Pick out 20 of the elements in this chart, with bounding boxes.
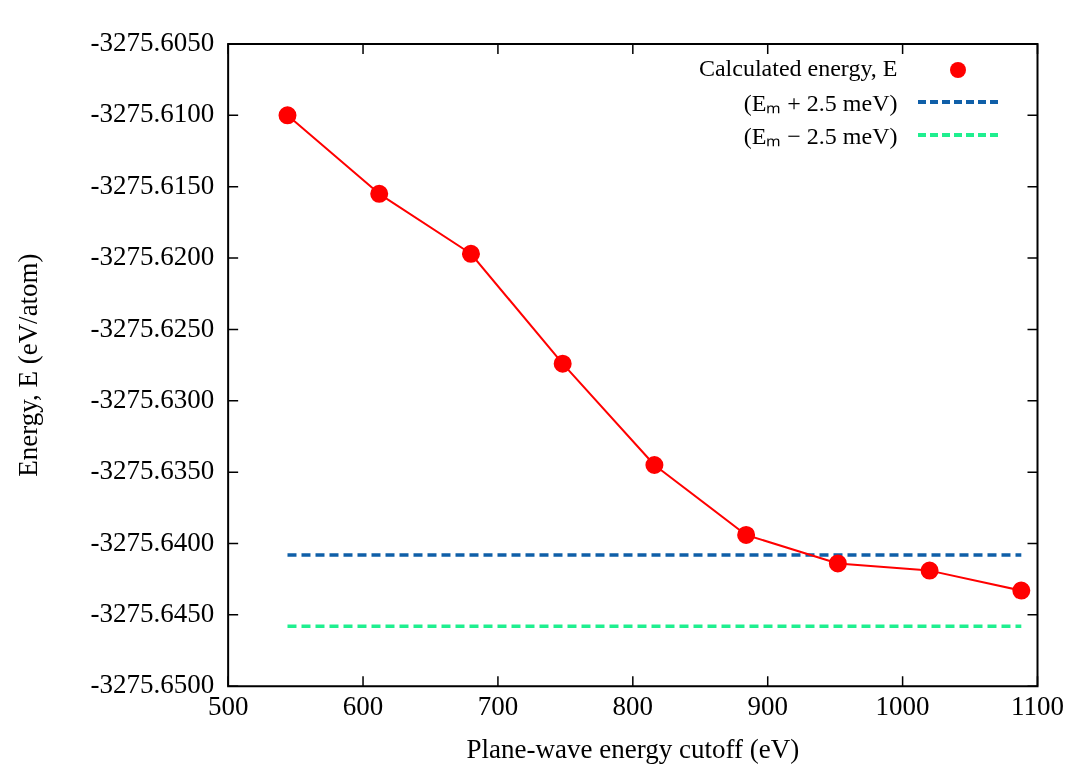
legend-label: (Eₘ + 2.5 meV) xyxy=(743,89,898,118)
x-tick-label: 800 xyxy=(612,691,654,722)
legend-label: Calculated energy, E xyxy=(698,55,898,82)
x-tick-label: 1100 xyxy=(1011,691,1064,722)
x-tick-label: 900 xyxy=(747,691,788,722)
y-tick-label: -3275.6450 xyxy=(90,597,215,628)
y-tick-label: -3275.6100 xyxy=(90,98,215,129)
y-axis-title: Energy, E (eV/atom) xyxy=(13,253,44,477)
x-tick-label: 700 xyxy=(477,691,519,722)
y-tick-label: -3275.6250 xyxy=(90,312,215,343)
x-tick-label: 600 xyxy=(342,691,384,722)
y-tick-label: -3275.6350 xyxy=(90,455,215,486)
y-tick-label: -3275.6200 xyxy=(90,241,215,272)
legend-label: (Eₘ − 2.5 meV) xyxy=(743,122,898,151)
y-tick-label: -3275.6050 xyxy=(90,27,215,58)
x-axis-title: Plane-wave energy cutoff (eV) xyxy=(466,733,800,764)
y-tick-label: -3275.6300 xyxy=(90,383,215,414)
x-tick-label: 1000 xyxy=(875,691,930,722)
y-tick-label: -3275.6400 xyxy=(90,526,215,557)
y-tick-label: -3275.6150 xyxy=(90,169,215,200)
